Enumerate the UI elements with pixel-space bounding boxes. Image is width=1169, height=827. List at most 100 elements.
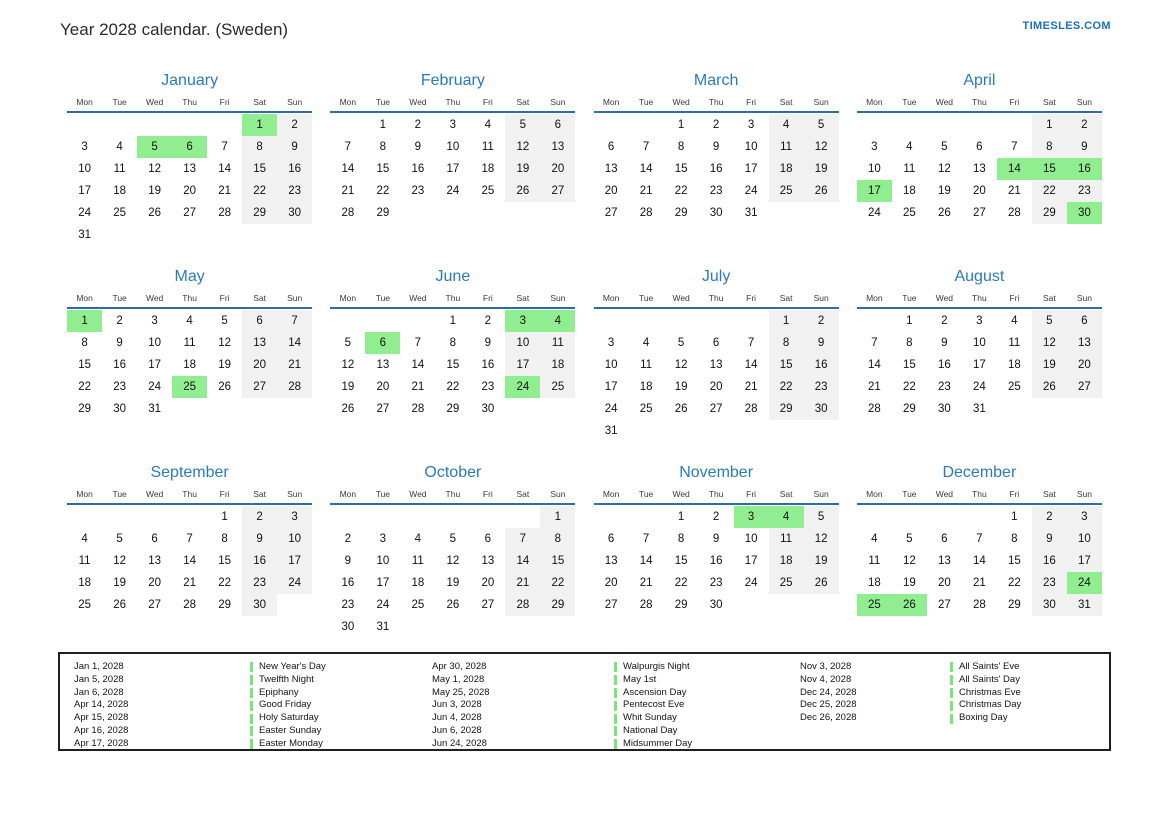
date-cell: 30 <box>1031 594 1067 616</box>
date-cell: 27 <box>709 403 723 415</box>
weekday-header: Fri <box>219 293 230 303</box>
date-cell: 22 <box>218 577 232 589</box>
empty-cell <box>330 310 365 332</box>
month-june: June Mon Tue Wed Thu Fri Sat Sun 1 2 3 4 5 6 7 8 9 10 11 12… <box>321 264 584 460</box>
date-cell: 3 <box>976 315 983 327</box>
date-cell: 6 <box>484 533 492 545</box>
weekday-header: Mon <box>339 293 357 303</box>
date-cell: 6 <box>172 136 208 158</box>
month-title: March <box>693 72 739 89</box>
date-cell: 20 <box>376 381 390 393</box>
holiday-marker-icon <box>250 739 253 750</box>
weekday-header: Tue <box>902 293 917 303</box>
holiday-name-label: Whit Sunday <box>623 712 677 724</box>
date-cell: 30 <box>709 599 723 611</box>
date-cell: 19 <box>674 381 688 393</box>
date-cell: 1 <box>242 114 278 136</box>
date-cell: 2 <box>1066 114 1102 136</box>
date-cell: 6 <box>712 337 720 349</box>
date-cell: 7 <box>642 141 650 153</box>
holiday-name-label: New Year's Day <box>259 661 326 672</box>
month-july: July Mon Tue Wed Thu Fri Sat Sun 1 2 3 4 5 6 7 8 9 10 11 12… <box>585 264 848 460</box>
date-cell: 26 <box>148 207 162 219</box>
holiday-marker-icon <box>614 713 617 724</box>
date-cell: 25 <box>78 599 92 611</box>
date-cell: 30 <box>277 202 313 224</box>
holiday-name-label: Holy Saturday <box>259 712 319 724</box>
date-cell: 4 <box>768 506 804 528</box>
date-cell: 11 <box>411 555 424 567</box>
weekday-header-row: Mon Tue Wed Thu Fri Sat Sun <box>856 293 1102 309</box>
empty-cell <box>962 506 997 528</box>
holiday-date: Dec 24, 2028 <box>800 686 857 698</box>
date-cell: 15 <box>376 163 390 175</box>
date-cell: 25 <box>540 376 576 398</box>
date-cell: 9 <box>1031 528 1067 550</box>
date-cell: 10 <box>446 141 460 153</box>
empty-cell <box>137 506 172 528</box>
date-cell: 16 <box>341 577 355 589</box>
date-cell: 21 <box>639 577 653 589</box>
date-cell: 2 <box>1031 506 1067 528</box>
date-cell: 13 <box>148 555 162 567</box>
holiday-marker-icon <box>614 675 617 686</box>
date-cell: 28 <box>411 403 425 415</box>
date-cell: 7 <box>871 337 878 349</box>
date-cell: 14 <box>411 359 425 371</box>
weekday-header: Sun <box>813 97 829 107</box>
date-cell: 25 <box>113 207 127 219</box>
holiday-date: Jun 6, 2028 <box>432 724 482 736</box>
weekday-header: Thu <box>182 489 197 499</box>
holiday-marker-icon <box>614 687 617 698</box>
weekday-header-row: Mon Tue Wed Thu Fri Sat Sun <box>330 489 576 505</box>
month-table: Mon Tue Wed Thu Fri Sat Sun 1 2 3 4 5 6 7 8 9 10 11 12 13 14… <box>593 293 839 442</box>
holiday-legend-grid: Jan 1, 2028 New Year's Day Apr 30, 2028 Wal… <box>74 661 1109 751</box>
weekday-header: Sun <box>550 293 566 303</box>
weekday-header: Mon <box>339 489 357 499</box>
holiday-name: Midsummer Day <box>614 738 800 751</box>
empty-cell <box>594 506 629 528</box>
date-cell: 17 <box>376 577 390 589</box>
date-cell: 26 <box>674 403 688 415</box>
date-cell: 8 <box>1031 136 1067 158</box>
weekday-header: Mon <box>76 293 93 303</box>
date-cell: 18 <box>867 577 881 589</box>
weekday-header: Wed <box>672 489 690 499</box>
date-cell: 10 <box>148 337 162 349</box>
date-cell: 15 <box>218 555 232 567</box>
date-cell: 8 <box>906 337 913 349</box>
date-cell: 6 <box>607 141 615 153</box>
month-september: September Mon Tue Wed Thu Fri Sat Sun 1 2 3 4 5 6 7 8 9 1… <box>58 460 321 656</box>
empty-cell <box>400 506 435 528</box>
date-cell: 13 <box>1066 332 1102 354</box>
date-cell: 18 <box>1007 359 1021 371</box>
date-cell: 21 <box>744 381 758 393</box>
date-cell: 27 <box>937 599 951 611</box>
date-cell: 14 <box>183 555 197 567</box>
weekday-header: Wed <box>935 489 954 499</box>
date-cell: 10 <box>78 163 92 175</box>
holiday-name <box>950 725 1109 738</box>
empty-cell <box>330 506 365 528</box>
date-cell: 3 <box>277 506 313 528</box>
month-table: Mon Tue Wed Thu Fri Sat Sun 1 2 3 4 5 6 7 8 9 10 11 12 13 14… <box>593 97 839 224</box>
date-cell: 4 <box>1011 315 1018 327</box>
site-link[interactable]: TIMESLES.COM <box>1022 20 1111 32</box>
weekday-header: Fri <box>746 489 757 499</box>
date-cell: 1 <box>221 511 228 523</box>
date-cell: 9 <box>712 141 720 153</box>
date-cell: 27 <box>972 207 986 219</box>
holiday-name-label: All Saints' Eve <box>959 661 1020 672</box>
date-cell: 22 <box>446 381 460 393</box>
weekday-header: Sun <box>813 489 829 499</box>
holiday-name: All Saints' Eve <box>950 661 1109 674</box>
date-cell: 30 <box>113 403 127 415</box>
weekday-header: Mon <box>602 293 620 303</box>
date-cell: 29 <box>674 599 688 611</box>
date-cell: 18 <box>540 354 576 376</box>
date-cell: 30 <box>937 403 951 415</box>
empty-cell <box>664 310 699 332</box>
date-cell: 19 <box>1031 354 1067 376</box>
weekday-header: Thu <box>708 293 724 303</box>
date-cell: 5 <box>1031 310 1067 332</box>
